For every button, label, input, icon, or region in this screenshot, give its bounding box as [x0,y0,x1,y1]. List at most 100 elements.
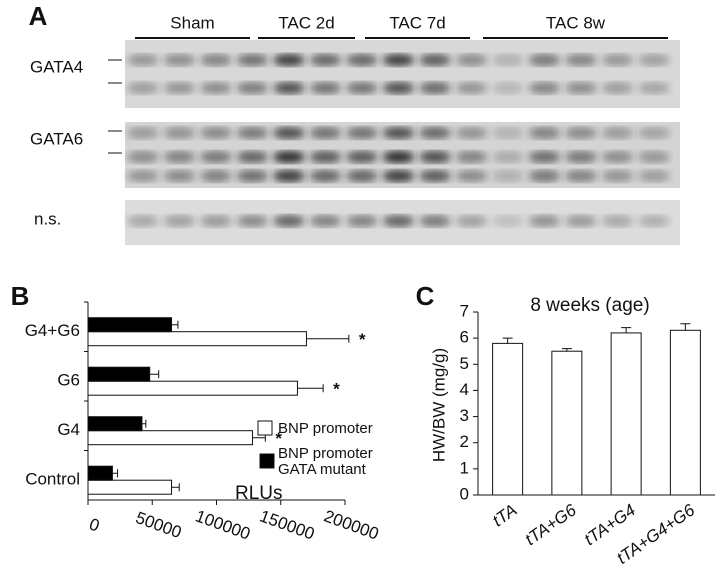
band [601,215,634,227]
bar [492,342,524,496]
band [273,215,305,227]
y-tick-label: G4+G6 [25,321,80,340]
band [236,82,269,94]
band [528,127,561,139]
band [638,170,670,182]
band [455,82,488,94]
y-tick-label: 1 [460,458,469,477]
bar [87,479,173,495]
legend-swatch [259,453,275,469]
band [638,151,670,163]
bar [87,380,298,396]
band [601,151,634,163]
error-bar [171,483,180,492]
y-tick-label: 5 [460,354,469,373]
bar [610,332,642,496]
band [236,127,269,139]
band [455,170,488,182]
band [419,170,451,182]
band [200,215,232,227]
band [200,82,232,94]
error-bar [680,323,691,331]
band [273,54,305,66]
error-bar [171,320,179,329]
error-bar [141,419,147,428]
band [163,151,196,163]
blots [108,40,680,245]
band [127,82,159,94]
band [601,54,634,66]
band [163,54,196,66]
y-tick-label: 6 [460,328,469,347]
band [455,215,488,227]
band [309,215,342,227]
band [565,151,597,163]
band [419,151,451,163]
band [200,151,232,163]
band [455,151,488,163]
bar [551,350,583,496]
blot [125,40,680,108]
band [419,82,451,94]
x-tick-label: 200000 [321,506,381,543]
band [601,127,634,139]
y-tick-label: 0 [460,484,469,503]
group-label: TAC 2d [278,13,334,32]
band [273,170,305,182]
band [492,54,524,66]
band [346,215,378,227]
band [382,215,415,227]
band [200,54,232,66]
band [638,127,670,139]
error-bar [149,370,160,379]
band [273,151,305,163]
bar [87,430,253,446]
band [127,170,159,182]
bar [87,331,307,347]
error-bar [502,337,513,344]
y-tick-label: G4 [57,420,80,439]
band [528,54,561,66]
band [346,151,378,163]
error-bar [561,348,572,352]
band [419,127,451,139]
band [309,151,342,163]
chart-title: 8 weeks (age) [530,295,649,316]
band [492,127,524,139]
band [309,54,342,66]
row-label: n.s. [34,209,61,228]
band [638,215,670,227]
y-tick-label: 2 [460,432,469,451]
band [455,127,488,139]
band [346,127,378,139]
x-tick-label: 100000 [193,506,253,543]
panel-label: B [11,281,30,311]
band [565,170,597,182]
y-tick-label: G6 [57,371,80,390]
y-tick-label: Control [25,470,80,489]
bar [669,329,701,496]
annotation: * [359,330,366,349]
error-bar [306,334,350,343]
row-label: GATA4 [30,57,83,76]
band [601,170,634,182]
bar [87,416,143,432]
x-tick-label: tTA+G6 [521,500,580,549]
annotation: * [275,429,282,448]
band [382,82,415,94]
band [528,82,561,94]
band [309,170,342,182]
legend-swatch [257,420,273,436]
band [382,127,415,139]
band [200,170,232,182]
band [346,82,378,94]
band [273,82,305,94]
band [382,54,415,66]
row-label: GATA6 [30,129,83,148]
y-axis-label: HW/BW (mg/g) [429,348,448,462]
band [163,82,196,94]
band [127,127,159,139]
bar [87,465,113,481]
annotation: * [333,380,340,399]
